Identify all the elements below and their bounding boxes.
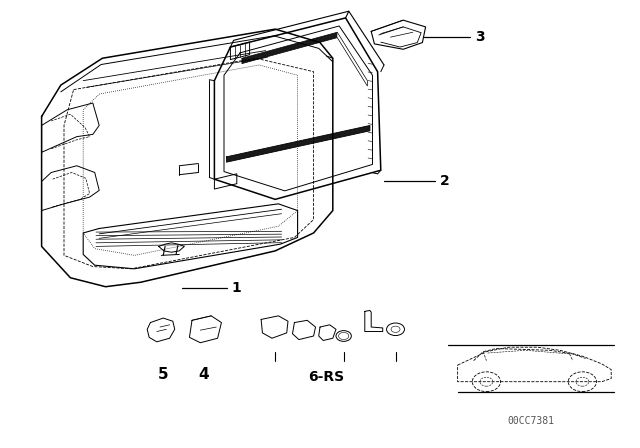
Text: 3: 3 <box>475 30 484 44</box>
Text: 4: 4 <box>198 367 209 382</box>
Polygon shape <box>227 125 370 162</box>
Polygon shape <box>242 32 337 64</box>
Text: 5: 5 <box>158 367 168 382</box>
Text: 2: 2 <box>440 174 450 189</box>
Text: 1: 1 <box>232 280 241 295</box>
Text: 00CC7381: 00CC7381 <box>508 416 555 426</box>
Text: 6-RS: 6-RS <box>308 370 344 383</box>
